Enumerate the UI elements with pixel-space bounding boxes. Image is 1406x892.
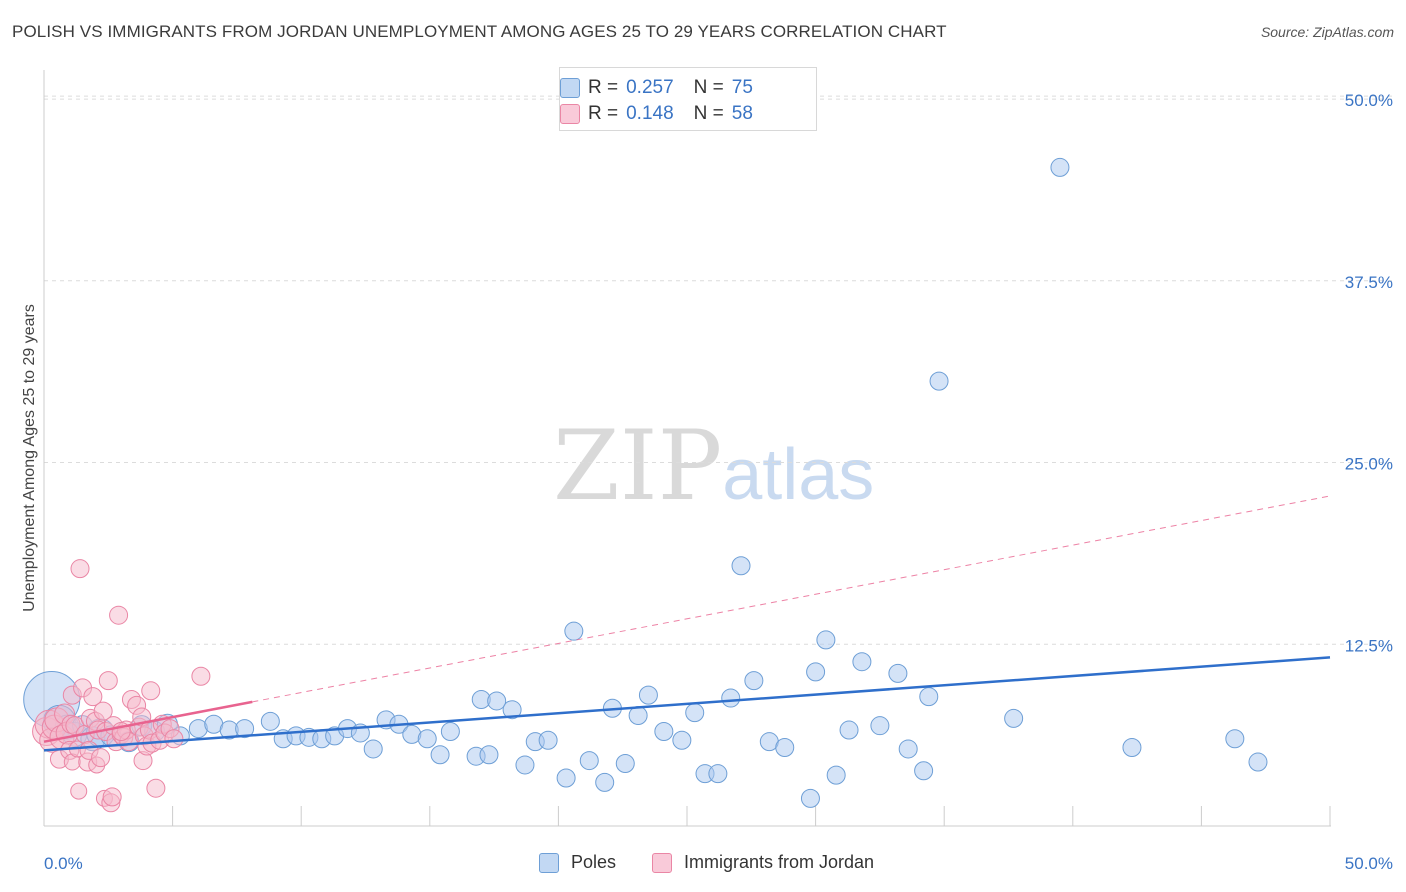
legend-r-value: 0.257 (626, 77, 674, 98)
pole-point (914, 761, 934, 781)
pole-point (1122, 737, 1142, 757)
pole-point (502, 700, 522, 720)
jordan-point (191, 666, 211, 686)
pole-point (888, 663, 908, 683)
y-tick-label: 12.5% (1345, 636, 1393, 655)
pole-point (731, 556, 751, 576)
watermark-zip: ZIP (553, 410, 723, 522)
jordan-point (98, 671, 118, 691)
pole-point (654, 722, 674, 741)
pole-point (919, 687, 939, 707)
watermark: ZIPatlas (553, 410, 874, 522)
legend-swatch-poles (539, 852, 559, 873)
legend-item-poles: Poles (539, 852, 616, 873)
pole-point (870, 716, 890, 736)
pole-point (628, 706, 648, 726)
jordan-point (141, 681, 161, 701)
pole-point (440, 722, 460, 741)
pole-point (839, 720, 859, 740)
y-tick-label: 37.5% (1345, 273, 1393, 292)
jordan-trend-line (43, 700, 253, 743)
source-credit: Source: ZipAtlas.com (1260, 24, 1394, 40)
jordan-point (91, 748, 111, 768)
jordan-point (109, 605, 129, 625)
pole-point (1248, 752, 1268, 772)
pole-point (564, 621, 584, 641)
legend-label-poles: Poles (571, 852, 617, 872)
legend-r-label: R = (588, 103, 619, 124)
jordan-point (70, 782, 88, 800)
x-tick-label: 0.0% (44, 854, 83, 873)
pole-point (708, 764, 728, 784)
legend-swatch-jordan (560, 104, 580, 124)
pole-point (595, 772, 615, 792)
pole-point (615, 753, 635, 773)
pole-point (363, 739, 383, 759)
pole-point (556, 768, 576, 788)
pole-point (479, 745, 499, 765)
legend-item-jordan: Immigrants from Jordan (652, 852, 874, 873)
jordan-point (93, 701, 113, 721)
pole-point (538, 730, 558, 750)
pole-point (430, 745, 450, 765)
chart-title: POLISH VS IMMIGRANTS FROM JORDAN UNEMPLO… (12, 22, 947, 41)
legend-row-poles: R = 0.257 N = 75 (560, 76, 753, 100)
pole-point (800, 788, 820, 808)
pole-point (721, 688, 741, 708)
jordan-point (83, 687, 103, 707)
pole-point (929, 371, 949, 391)
pole-point (816, 630, 836, 650)
correlation-legend: R = 0.257 N = 75 R = 0.148 N = 58 (559, 67, 817, 131)
y-tick-label: 50.0% (1345, 91, 1393, 110)
pole-point (806, 662, 826, 682)
legend-n-value: 58 (731, 103, 753, 124)
legend-row-jordan: R = 0.148 N = 58 (560, 102, 753, 126)
legend-n-label: N = (693, 77, 724, 98)
series-legend: Poles Immigrants from Jordan (0, 852, 1406, 878)
pole-point (744, 671, 764, 691)
pole-point (260, 711, 280, 731)
pole-point (1050, 157, 1070, 177)
jordan-point (164, 729, 184, 749)
legend-r-value: 0.148 (626, 103, 674, 124)
jordan-point (146, 778, 166, 798)
x-tick-label: 50.0% (1345, 854, 1393, 873)
jordan-point (102, 787, 122, 807)
jordan-point (70, 559, 90, 579)
pole-point (1004, 708, 1024, 728)
pole-point (487, 691, 507, 711)
pole-point (1225, 729, 1245, 749)
pole-point (417, 729, 437, 749)
legend-n-label: N = (693, 103, 724, 124)
legend-swatch-poles (560, 78, 580, 98)
jordan-trend-extension (252, 495, 1331, 703)
y-tick-label: 25.0% (1345, 455, 1393, 474)
pole-point (638, 685, 658, 705)
pole-point (685, 703, 705, 723)
pole-point (672, 730, 692, 750)
pole-point (579, 751, 599, 771)
pole-point (775, 737, 795, 757)
pole-point (898, 739, 918, 759)
pole-point (515, 755, 535, 775)
legend-n-value: 75 (731, 77, 753, 98)
pole-point (235, 719, 255, 739)
pole-point (826, 765, 846, 785)
legend-r-label: R = (588, 77, 619, 98)
legend-label-jordan: Immigrants from Jordan (684, 852, 875, 872)
legend-swatch-jordan (652, 852, 672, 873)
poles-trend-line (43, 656, 1331, 752)
pole-point (852, 652, 872, 672)
watermark-atlas: atlas (722, 435, 875, 515)
